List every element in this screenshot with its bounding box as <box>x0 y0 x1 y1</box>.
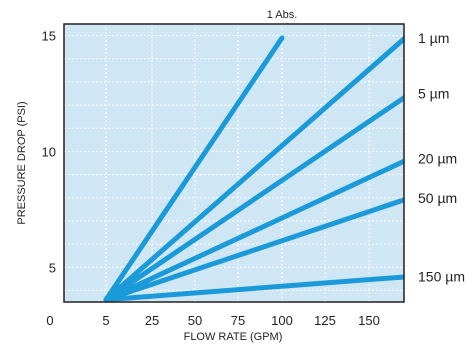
plot-background <box>64 24 404 302</box>
x-axis-title: FLOW RATE (GPM) <box>184 331 283 343</box>
x-tick-label: 150 <box>358 313 380 328</box>
series-labels: 1 Abs. 1 µm 5 µm 20 µm 50 µm 150 µm <box>267 9 465 285</box>
x-tick-label: 0 <box>46 313 53 328</box>
y-axis-ticks: 5 10 15 <box>42 29 56 276</box>
series-line <box>103 158 404 302</box>
y-axis-title: PRESSURE DROP (PSI) <box>16 101 28 224</box>
series-line <box>103 94 404 302</box>
series-label: 50 µm <box>418 190 457 206</box>
y-tick-label: 5 <box>49 260 56 275</box>
x-tick-label: 50 <box>188 313 202 328</box>
series-label: 1 Abs. <box>267 9 298 21</box>
series-line <box>103 35 285 302</box>
grid <box>64 24 404 302</box>
series-label: 150 µm <box>418 269 465 285</box>
x-axis-ticks: 0 5 25 50 75 100 125 150 <box>46 313 379 328</box>
series-label: 5 µm <box>418 86 449 102</box>
y-tick-label: 10 <box>42 144 56 159</box>
series-label: 1 µm <box>418 30 449 46</box>
series-lines <box>103 35 404 302</box>
series-line <box>103 35 404 302</box>
x-tick-label: 75 <box>231 313 245 328</box>
x-tick-label: 25 <box>145 313 159 328</box>
series-line <box>103 274 404 302</box>
series-line <box>103 197 404 302</box>
x-tick-label: 100 <box>271 313 293 328</box>
x-tick-label: 5 <box>102 313 109 328</box>
x-tick-label: 125 <box>314 313 336 328</box>
series-label: 20 µm <box>418 150 457 166</box>
y-tick-label: 15 <box>42 29 56 44</box>
plot-frame <box>63 23 405 303</box>
